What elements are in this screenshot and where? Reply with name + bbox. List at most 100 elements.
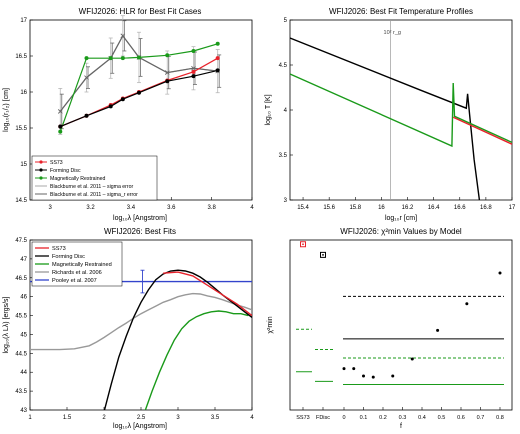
temp-series-line [290, 37, 481, 200]
hlr-xtick-label: 3 [49, 205, 53, 211]
hlr-series-line [59, 43, 218, 132]
bestfits-ytick-label: 47 [20, 257, 27, 263]
chi2-category-marker-dot [302, 243, 304, 246]
chi2-point [436, 328, 440, 332]
temp-xtick-label: 15.4 [297, 205, 309, 211]
temp-xtick-label: 16.4 [428, 205, 440, 211]
bestfits-xlabel: log₁₀λ [Angstrom] [113, 423, 167, 430]
chi2-xtick-label: 0.8 [496, 415, 504, 421]
temperature-panel: WFIJ2026: Best Fit Temperature Profiles … [265, 7, 516, 222]
hlr-point [215, 68, 220, 73]
temp-series-line [452, 116, 512, 145]
hlr-ytick-label: 15 [20, 162, 27, 168]
temp-xtick-label: 17 [509, 205, 516, 211]
hlr-point [108, 56, 113, 61]
bestfits-series-line [30, 292, 252, 351]
bestfits-legend-label: Magnetically Restrained [52, 262, 112, 268]
bestfits-ytick-label: 43.5 [15, 389, 27, 395]
bestfits-ytick-label: 45 [20, 332, 27, 338]
hlr-point [108, 104, 113, 109]
hlr-legend-label: Magnetically Restrained [50, 176, 105, 182]
hlr-xtick-label: 3.6 [167, 205, 176, 211]
bestfits-xtick-label: 4 [250, 415, 254, 421]
chi2-xtick-label: 0.5 [438, 415, 446, 421]
chi2-xtick-label: 0.2 [379, 415, 387, 421]
chi2-category-label: FDisc [316, 415, 330, 421]
temp-ytick-label: 3 [284, 198, 288, 204]
hlr-point [84, 56, 89, 61]
bestfits-ytick-label: 46.5 [15, 276, 27, 282]
bestfits-xtick-label: 3.5 [211, 415, 220, 421]
bestfits-series-line [144, 310, 249, 410]
chi2-title: WFIJ2026: χ²min Values by Model [340, 227, 462, 236]
temp-ylabel: log₁₀ T [K] [265, 94, 272, 125]
bestfits-ytick-label: 47.5 [15, 238, 27, 244]
hlr-point [120, 56, 125, 61]
chi2-xtick-label: 0.1 [360, 415, 368, 421]
chi2-xlabel: f [400, 423, 402, 430]
chi2-point [342, 367, 346, 371]
temp-series-line [290, 73, 512, 148]
chi2-xtick-label: 0 [342, 415, 345, 421]
hlr-panel: WFIJ2026: HLR for Best Fit Cases 3 3.2 3.4… [3, 7, 254, 222]
hlr-xtick-label: 4 [250, 205, 254, 211]
chi2-point [410, 357, 414, 361]
hlr-point-x [57, 109, 63, 114]
chi2-panel: WFIJ2026: χ²min Values by Model SS73 FDis… [267, 227, 513, 430]
hlr-title: WFIJ2026: HLR for Best Fit Cases [79, 7, 202, 16]
hlr-xtick-label: 3.8 [207, 205, 216, 211]
temp-ytick-label: 4.5 [279, 63, 288, 69]
hlr-point [136, 90, 141, 95]
hlr-xtick-label: 3.2 [86, 205, 95, 211]
hlr-point [191, 74, 196, 79]
hlr-point [165, 53, 170, 58]
bestfits-legend-label: SS73 [52, 246, 66, 252]
chi2-category-label: SS73 [296, 415, 309, 421]
temp-xtick-label: 15.8 [349, 205, 361, 211]
bestfits-ytick-label: 44 [20, 370, 27, 376]
hlr-point [191, 69, 196, 74]
bestfits-series-line [163, 271, 252, 317]
hlr-point [165, 79, 170, 84]
hlr-ytick-label: 16.5 [15, 54, 27, 60]
temp-title: WFIJ2026: Best Fit Temperature Profiles [329, 7, 473, 16]
temp-ytick-label: 5 [284, 18, 288, 24]
hlr-point [84, 113, 89, 118]
hlr-point [136, 55, 141, 60]
chi2-point [465, 302, 469, 306]
hlr-xtick-label: 3.4 [127, 205, 136, 211]
bestfits-legend-label: Pooley et al. 2007 [52, 278, 97, 284]
chi2-xtick-label: 0.6 [457, 415, 465, 421]
hlr-legend-label: Blackburne et al. 2011 – sigma error [50, 184, 134, 190]
chi2-xtick-label: 0.3 [399, 415, 407, 421]
bestfits-xtick-label: 1 [28, 415, 32, 421]
temp-ytick-label: 3.5 [279, 153, 288, 159]
hlr-legend-label: Blackburne et al. 2011 – sigma_r error [50, 192, 138, 198]
hlr-legend-label: SS73 [50, 160, 63, 166]
hlr-legend-label: Forming Disc [50, 168, 81, 174]
bestfits-panel: WFIJ2026: Best Fits 1 1.5 2 2.5 3 3.5 4 43 43.5 4… [3, 227, 254, 430]
hlr-point [58, 124, 63, 129]
hlr-ytick-label: 16 [20, 90, 27, 96]
bestfits-xtick-label: 3 [176, 415, 180, 421]
chi2-point [352, 367, 356, 371]
temp-xtick-label: 16.2 [402, 205, 414, 211]
chi2-point [371, 375, 375, 379]
chi2-point [391, 374, 395, 378]
hlr-legend-marker [39, 176, 43, 180]
temp-xtick-label: 16.6 [454, 205, 466, 211]
bestfits-ytick-label: 45.5 [15, 314, 27, 320]
hlr-ytick-label: 15.5 [15, 126, 27, 132]
chi2-point [362, 374, 365, 378]
bestfits-xtick-label: 2 [102, 415, 106, 421]
hlr-point [215, 56, 220, 61]
bestfits-legend-label: Richards et al. 2006 [52, 270, 102, 276]
hlr-xlabel: log₁₀λ [Angstrom] [113, 215, 167, 222]
hlr-series-line [60, 69, 218, 128]
hlr-point-x [84, 75, 89, 80]
hlr-ytick-label: 14.5 [15, 198, 27, 204]
hlr-point [191, 48, 196, 53]
bestfits-ytick-label: 46 [20, 295, 27, 301]
bestfits-ytick-label: 43 [20, 408, 27, 414]
hlr-legend [31, 155, 158, 201]
